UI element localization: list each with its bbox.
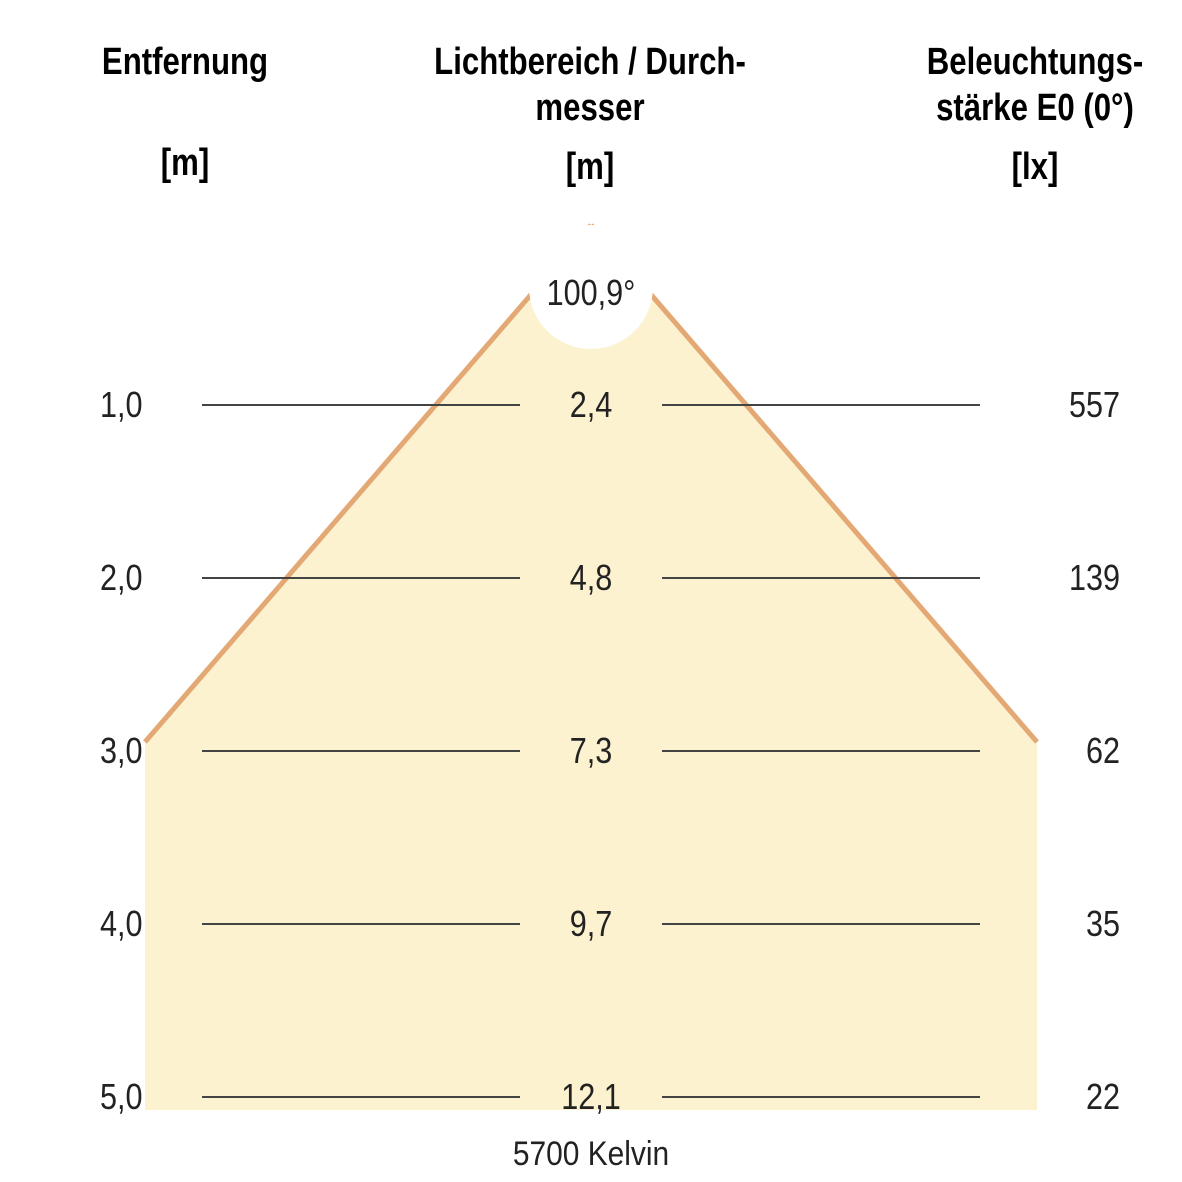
diameter-value: 12,1 [549, 1079, 634, 1115]
cone-angle-label: 100,9° [540, 275, 642, 311]
illuminance-value: 62 [1086, 733, 1120, 769]
distance-value: 4,0 [100, 906, 143, 942]
distance-value: 1,0 [100, 387, 143, 423]
footer-kelvin: 5700 Kelvin [71, 1135, 1111, 1174]
illuminance-value: 35 [1086, 906, 1120, 942]
illuminance-value: 22 [1086, 1079, 1120, 1115]
diameter-value: 9,7 [549, 906, 634, 942]
illuminance-value: 557 [1069, 387, 1120, 423]
distance-value: 2,0 [100, 560, 143, 596]
illuminance-value: 139 [1069, 560, 1120, 596]
diameter-value: 7,3 [549, 733, 634, 769]
diameter-value: 2,4 [549, 387, 634, 423]
diameter-value: 4,8 [549, 560, 634, 596]
distance-value: 5,0 [100, 1079, 143, 1115]
distance-value: 3,0 [100, 733, 143, 769]
